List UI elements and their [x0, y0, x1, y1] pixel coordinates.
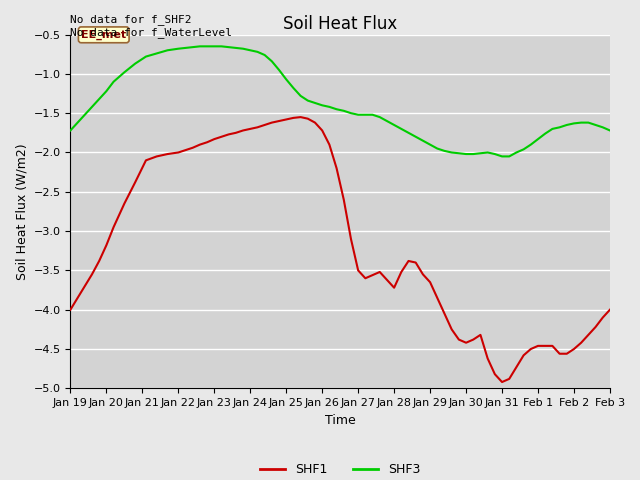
Text: EE_met: EE_met [81, 30, 126, 40]
Text: No data for f_SHF2
No data for f_WaterLevel: No data for f_SHF2 No data for f_WaterLe… [70, 14, 232, 38]
Legend: SHF1, SHF3: SHF1, SHF3 [255, 458, 425, 480]
X-axis label: Time: Time [324, 414, 356, 427]
Title: Soil Heat Flux: Soil Heat Flux [283, 15, 397, 33]
Y-axis label: Soil Heat Flux (W/m2): Soil Heat Flux (W/m2) [15, 143, 28, 280]
